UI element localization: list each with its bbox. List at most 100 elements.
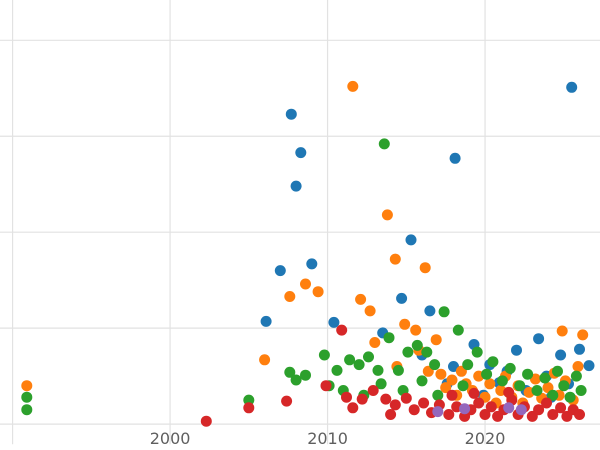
data-point-orange	[484, 378, 496, 390]
data-point-blue	[424, 305, 436, 317]
data-point-green	[300, 369, 311, 381]
data-point-orange	[435, 368, 447, 380]
data-point-green	[21, 404, 33, 416]
data-point-red	[574, 409, 585, 420]
data-point-green	[481, 368, 493, 380]
data-point-green	[344, 354, 356, 366]
data-point-green	[570, 370, 582, 382]
data-point-blue	[448, 361, 459, 372]
data-point-red	[347, 402, 359, 414]
data-point-green	[243, 394, 255, 406]
data-point-red	[243, 402, 255, 414]
data-point-blue	[533, 333, 545, 345]
data-point-green	[514, 380, 526, 392]
data-point-green	[462, 359, 474, 371]
data-point-orange	[399, 318, 411, 330]
data-point-red	[503, 386, 515, 398]
data-point-red	[380, 393, 392, 405]
data-point-green	[363, 351, 374, 363]
data-point-blue	[306, 258, 318, 270]
data-point-red	[533, 404, 545, 416]
data-point-orange	[364, 305, 376, 317]
data-point-green	[429, 359, 441, 371]
data-point-red	[200, 415, 212, 427]
data-point-red	[320, 380, 332, 392]
data-point-orange	[577, 329, 589, 341]
data-point-green	[21, 391, 33, 403]
data-point-green	[558, 380, 570, 392]
data-point-orange	[446, 374, 458, 386]
data-point-blue	[583, 360, 595, 372]
data-point-blue	[328, 316, 340, 328]
data-point-red	[281, 395, 293, 407]
data-point-orange	[381, 209, 393, 221]
x-tick-label: 2020	[465, 429, 506, 448]
data-point-green	[353, 359, 365, 371]
data-point-red	[400, 392, 412, 404]
data-point-red	[385, 409, 397, 420]
data-point-green	[575, 385, 587, 396]
data-point-green	[372, 364, 384, 376]
data-point-green	[411, 339, 423, 351]
data-point-orange	[556, 325, 568, 337]
data-point-green	[487, 356, 499, 368]
data-point-blue	[511, 344, 522, 356]
data-point-orange	[430, 334, 442, 346]
data-point-red	[446, 389, 458, 401]
data-point-green	[432, 389, 444, 401]
data-point-green	[496, 375, 508, 387]
data-point-green	[471, 346, 483, 358]
data-point-green	[383, 332, 395, 344]
data-point-red	[389, 399, 401, 411]
data-point-blue	[555, 349, 567, 361]
data-point-orange	[389, 253, 401, 265]
data-point-green	[552, 365, 563, 377]
data-point-red	[555, 402, 567, 414]
data-point-red	[479, 409, 491, 420]
data-point-blue	[290, 180, 302, 192]
data-point-orange	[410, 324, 422, 336]
data-point-red	[408, 404, 420, 416]
data-point-orange	[300, 278, 311, 290]
data-point-orange	[572, 361, 584, 372]
data-point-green	[421, 346, 433, 358]
data-point-purple	[432, 406, 444, 418]
data-point-green	[539, 372, 551, 384]
data-point-green	[284, 366, 296, 378]
data-point-blue	[274, 265, 286, 277]
x-tick-label: 2000	[150, 429, 191, 448]
data-point-blue	[574, 343, 585, 355]
data-point-green	[547, 389, 559, 401]
data-point-orange	[440, 382, 452, 394]
data-point-blue	[285, 108, 297, 120]
data-point-blue	[449, 152, 461, 164]
data-point-red	[341, 391, 352, 403]
data-point-green	[331, 364, 343, 376]
data-point-green	[290, 374, 302, 386]
data-point-purple	[459, 403, 471, 415]
data-point-green	[375, 378, 387, 390]
data-point-red	[356, 393, 368, 405]
data-point-orange	[419, 262, 431, 274]
data-point-green	[378, 138, 390, 150]
data-point-orange	[312, 286, 324, 298]
data-point-red	[541, 397, 552, 409]
data-point-green	[531, 385, 543, 396]
data-point-red	[473, 397, 485, 409]
data-point-green	[318, 349, 330, 361]
data-point-red	[443, 409, 455, 420]
data-point-red	[468, 387, 480, 399]
data-point-green	[416, 375, 428, 387]
data-point-blue	[260, 315, 272, 327]
data-point-red	[418, 397, 430, 409]
data-point-green	[504, 362, 516, 374]
data-point-green	[402, 346, 414, 358]
data-point-orange	[259, 354, 271, 366]
data-point-purple	[515, 404, 527, 416]
data-point-blue	[295, 147, 307, 159]
data-point-orange	[369, 337, 381, 348]
data-point-red	[547, 409, 559, 420]
data-point-orange	[355, 293, 367, 305]
